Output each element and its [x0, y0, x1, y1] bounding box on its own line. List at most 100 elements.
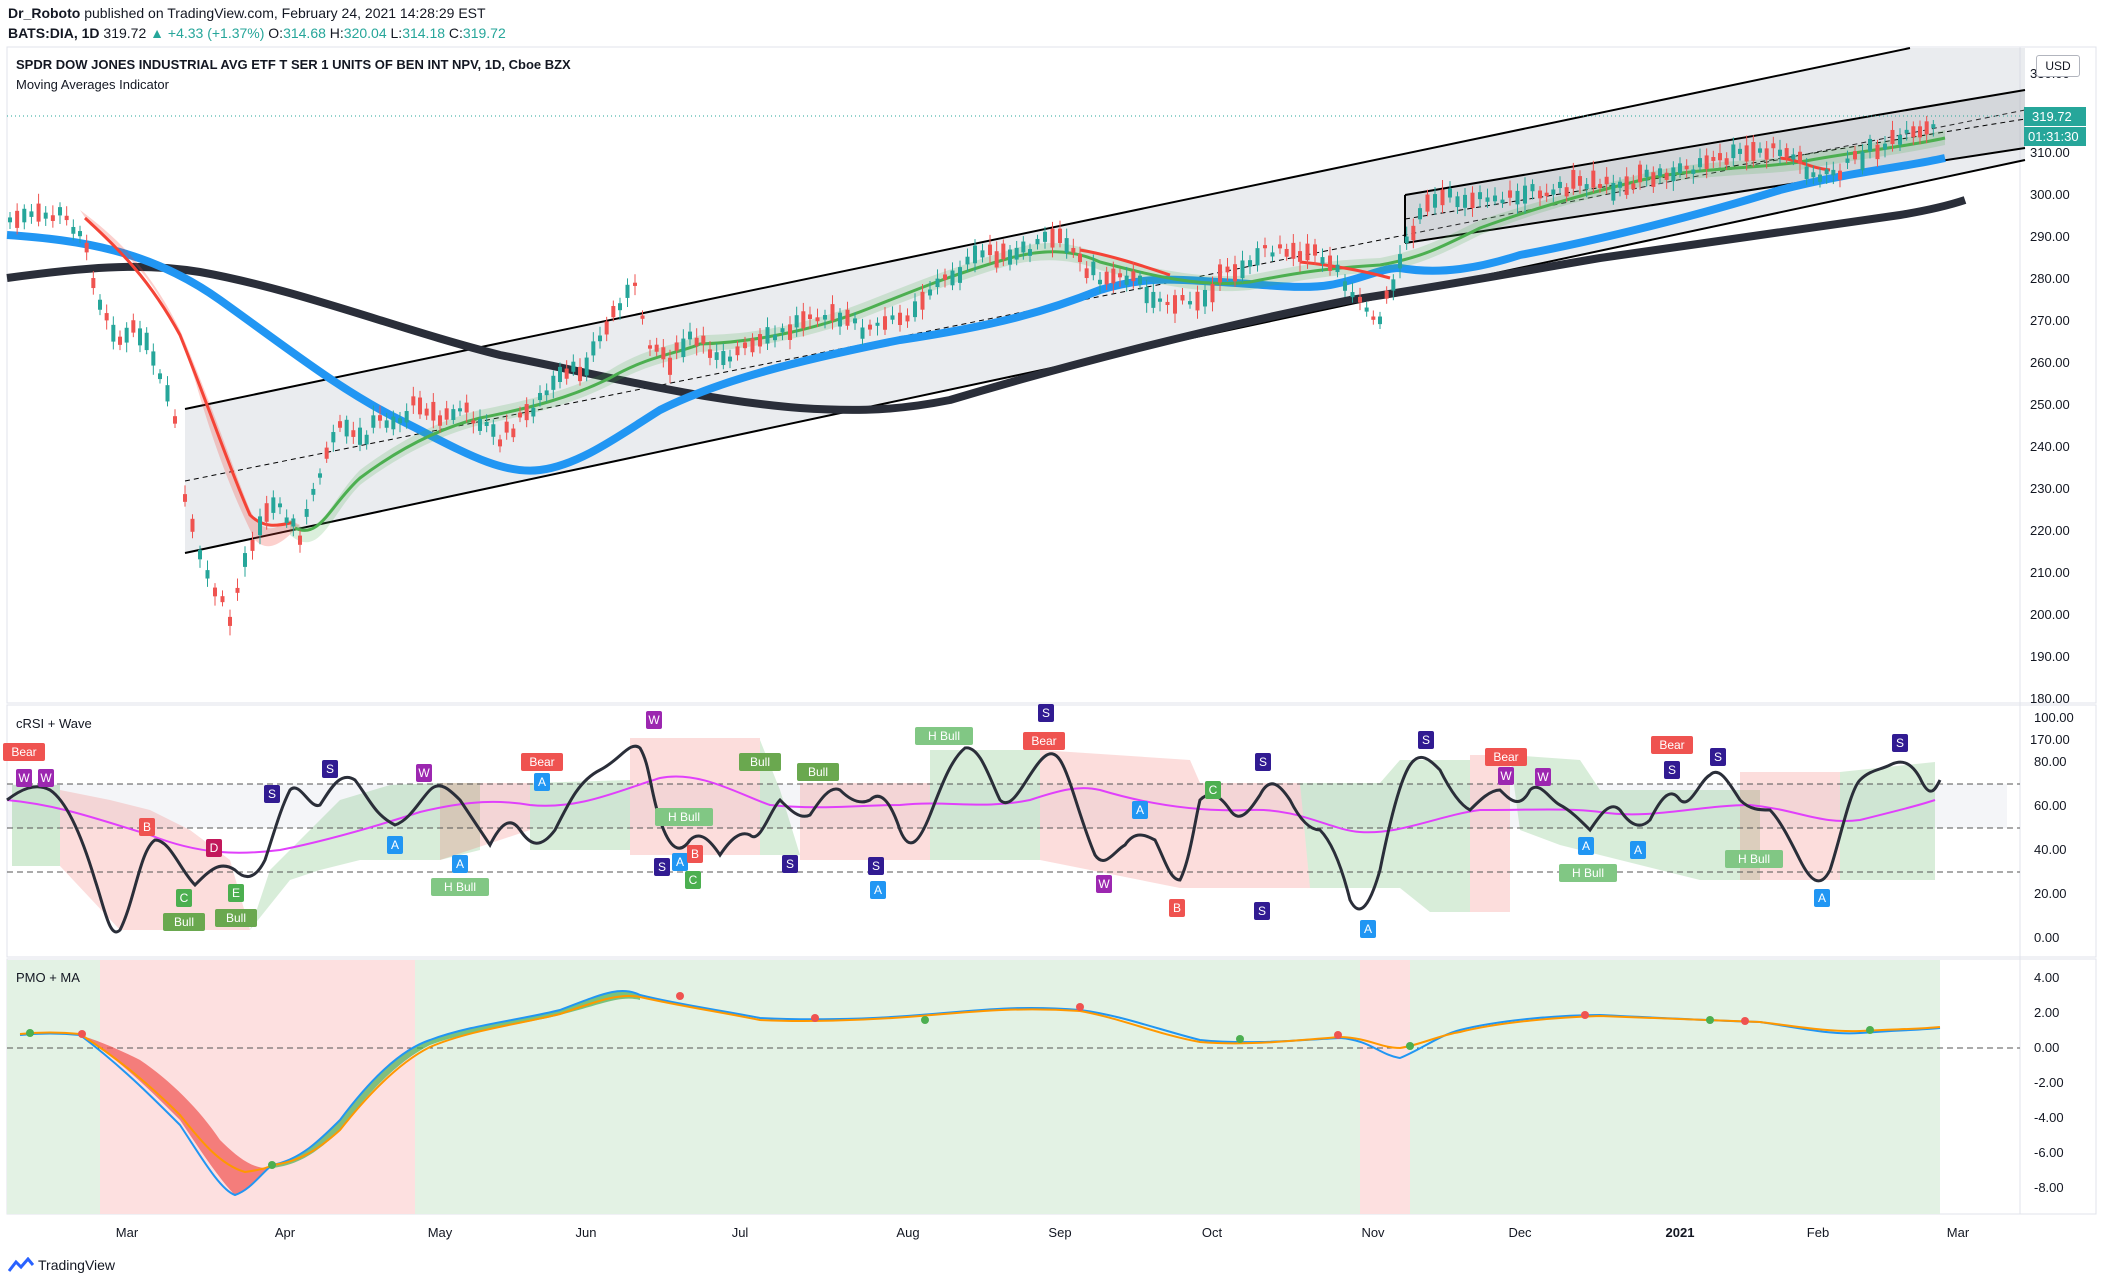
candle-body: [701, 335, 706, 344]
rsi-marker-label[interactable]: Bull: [174, 915, 194, 929]
rsi-marker-label[interactable]: A: [1364, 922, 1372, 936]
price-tick-label: 290.00: [2030, 229, 2070, 244]
candle-body: [1165, 301, 1170, 306]
rsi-marker-label[interactable]: A: [1818, 891, 1826, 905]
candle-body: [1845, 158, 1850, 163]
rsi-marker-label[interactable]: S: [658, 860, 666, 874]
candle-body: [1425, 194, 1430, 212]
candle-body: [598, 335, 602, 342]
author-name[interactable]: Dr_Roboto: [8, 5, 81, 21]
rsi-marker-label[interactable]: S: [1668, 763, 1676, 777]
rsi-marker-label[interactable]: A: [1136, 803, 1144, 817]
rsi-marker-label[interactable]: W: [418, 766, 430, 780]
candle-body: [91, 278, 96, 289]
rsi-marker-label[interactable]: H Bull: [1572, 866, 1604, 880]
rsi-marker-label[interactable]: S: [1042, 706, 1050, 720]
rsi-marker-label[interactable]: A: [676, 855, 684, 869]
rsi-marker-label[interactable]: A: [456, 857, 464, 871]
candle-body: [1824, 169, 1829, 175]
wave-cloud-red-7: [1470, 755, 1510, 912]
pmo-panel-title[interactable]: PMO + MA: [16, 970, 80, 985]
rsi-marker-label[interactable]: C: [689, 873, 698, 887]
currency-button[interactable]: USD: [2036, 55, 2080, 77]
candle-body: [258, 516, 262, 536]
rsi-marker-label[interactable]: Bull: [808, 765, 828, 779]
rsi-marker-label[interactable]: C: [1209, 783, 1218, 797]
crsi-panel-title[interactable]: cRSI + Wave: [16, 716, 92, 731]
rsi-marker-label[interactable]: Bull: [750, 755, 770, 769]
footer-brand[interactable]: TradingView: [8, 1257, 115, 1273]
rsi-marker-label[interactable]: Bear: [1493, 750, 1518, 764]
rsi-marker-label[interactable]: Bear: [1659, 738, 1684, 752]
rsi-marker-label[interactable]: W: [1098, 877, 1110, 891]
rsi-marker-label[interactable]: B: [143, 820, 151, 834]
candle-body: [1924, 121, 1929, 135]
rsi-marker-bg: [387, 836, 403, 854]
rsi-marker-label[interactable]: H Bull: [928, 729, 960, 743]
rsi-tick-label: 20.00: [2034, 886, 2067, 901]
pmo-panel[interactable]: 4.00 2.00 0.00 -2.00 -4.00 -6.00 -8.00: [7, 960, 2064, 1214]
rsi-marker-label[interactable]: A: [538, 775, 546, 789]
indicator-name[interactable]: Moving Averages Indicator: [16, 77, 169, 92]
rsi-marker-label[interactable]: Bear: [529, 755, 554, 769]
rsi-marker-label[interactable]: S: [1258, 904, 1266, 918]
candle-body: [1158, 298, 1162, 302]
price-axis[interactable]: 330.00310.00300.00290.00280.00270.00260.…: [2030, 66, 2070, 747]
candle-body: [504, 421, 509, 433]
rsi-marker-label[interactable]: A: [874, 883, 882, 897]
rsi-marker-label[interactable]: S: [1259, 755, 1267, 769]
candle-body: [71, 226, 76, 234]
rsi-marker-label[interactable]: S: [268, 787, 276, 801]
rsi-marker-label[interactable]: C: [180, 891, 189, 905]
rsi-marker-label[interactable]: B: [1173, 901, 1181, 915]
rsi-marker-label[interactable]: E: [232, 886, 240, 900]
rsi-marker-label[interactable]: Bear: [11, 745, 36, 759]
rsi-marker-label[interactable]: Bull: [226, 911, 246, 925]
rsi-marker-label[interactable]: W: [1537, 770, 1549, 784]
rsi-marker-label[interactable]: B: [691, 847, 699, 861]
rsi-marker-label[interactable]: W: [18, 771, 30, 785]
rsi-marker-label[interactable]: S: [1422, 733, 1430, 747]
candle-body: [808, 314, 812, 319]
rsi-marker-bg: [868, 857, 884, 875]
price-panel[interactable]: 330.00310.00300.00290.00280.00270.00260.…: [6, 47, 2086, 747]
candle-body: [633, 282, 637, 286]
brand-name: TradingView: [38, 1257, 116, 1273]
open-value: 314.68: [283, 25, 326, 41]
rsi-marker-label[interactable]: S: [1896, 736, 1904, 750]
rsi-marker-label[interactable]: S: [1714, 750, 1722, 764]
pmo-dot: [1334, 1031, 1342, 1039]
candle-body: [1124, 275, 1129, 285]
rsi-marker-label[interactable]: W: [40, 771, 52, 785]
candle-body: [1470, 192, 1475, 209]
pmo-dot: [1706, 1016, 1714, 1024]
candlestick-series[interactable]: [8, 115, 1936, 636]
time-axis[interactable]: Mar Apr May Jun Jul Aug Sep Oct Nov Dec 2021 Feb Mar: [116, 1225, 1970, 1240]
rsi-marker-label[interactable]: A: [391, 838, 399, 852]
rsi-marker-label[interactable]: Bear: [1031, 734, 1056, 748]
rsi-marker-label[interactable]: A: [1582, 839, 1590, 853]
rsi-marker-label[interactable]: S: [326, 762, 334, 776]
candle-body: [1804, 166, 1809, 179]
rsi-marker-label[interactable]: W: [648, 713, 660, 727]
rsi-marker-label[interactable]: H Bull: [1738, 852, 1770, 866]
candle-body: [1305, 243, 1310, 261]
rsi-marker-label[interactable]: W: [1500, 769, 1512, 783]
rsi-marker-bg: [687, 845, 703, 863]
rsi-marker-label[interactable]: H Bull: [668, 810, 700, 824]
candle-body: [98, 299, 102, 310]
rsi-marker-label[interactable]: H Bull: [444, 880, 476, 894]
candle-body: [538, 392, 542, 401]
rsi-marker-label[interactable]: A: [1634, 843, 1642, 857]
rsi-marker-label[interactable]: D: [210, 841, 219, 855]
candle-body: [1455, 196, 1460, 208]
high-label: H:: [329, 25, 344, 41]
rsi-marker-label[interactable]: S: [786, 857, 794, 871]
rsi-marker-bg: [322, 760, 338, 778]
rsi-marker-label[interactable]: S: [872, 859, 880, 873]
rsi-axis[interactable]: 100.00 80.00 60.00 40.00 20.00 0.00: [2034, 710, 2074, 945]
pmo-axis[interactable]: 4.00 2.00 0.00 -2.00 -4.00 -6.00 -8.00: [2034, 970, 2064, 1195]
